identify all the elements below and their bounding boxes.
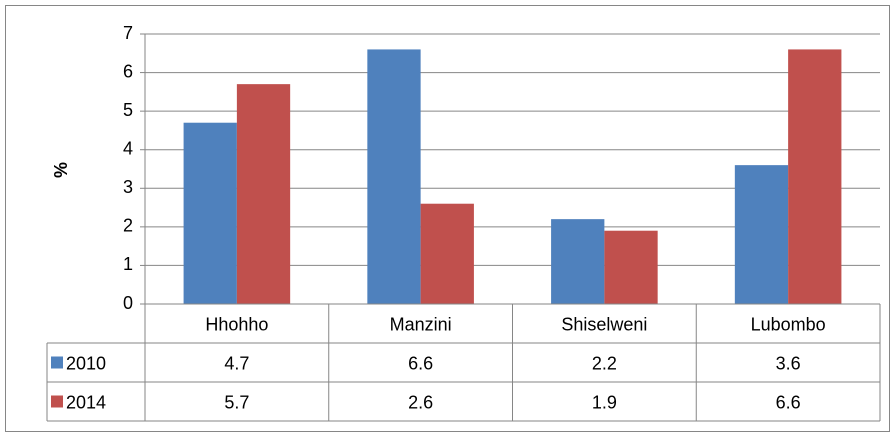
table-value: 4.7 [224,353,249,373]
table-value: 2.2 [592,353,617,373]
y-tick-label: 3 [123,177,133,197]
table-value: 3.6 [776,353,801,373]
y-tick-label: 6 [123,61,133,81]
y-tick-label: 4 [123,138,133,158]
table-value: 6.6 [408,353,433,373]
x-tick-label: Manzini [390,314,452,334]
bar [788,49,842,304]
table-value: 1.9 [592,392,617,412]
x-tick-label: Lubombo [751,314,826,334]
legend-key [51,395,63,408]
bar [734,165,789,304]
bar [420,203,474,304]
y-tick-label: 1 [123,254,133,274]
bar [551,219,605,304]
y-tick-label: 0 [123,293,133,313]
bar [183,122,237,304]
y-axis-label: % [51,162,71,178]
table-value: 5.7 [224,392,249,412]
x-tick-label: Shiselweni [561,314,647,334]
table-value: 6.6 [776,392,801,412]
legend-label: 2010 [66,353,106,373]
bar [236,84,291,305]
y-tick-label: 5 [123,100,133,120]
legend-key [51,356,63,369]
x-tick-label: Hhohho [205,314,268,334]
y-tick-label: 7 [123,23,133,43]
legend-label: 2014 [66,392,106,412]
bar [604,230,658,304]
bar [367,49,421,304]
y-tick-label: 2 [123,216,133,236]
table-value: 2.6 [408,392,433,412]
